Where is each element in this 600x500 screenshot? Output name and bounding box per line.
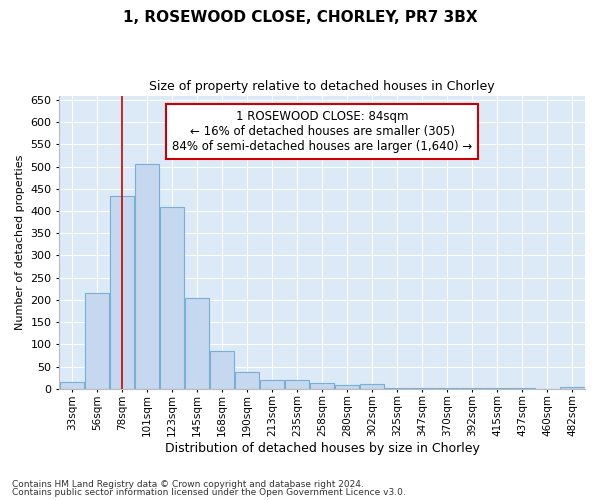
Bar [110, 196, 134, 389]
Bar [85, 293, 109, 389]
Text: Contains public sector information licensed under the Open Government Licence v3: Contains public sector information licen… [12, 488, 406, 497]
Bar [335, 385, 359, 389]
Bar [59, 382, 84, 389]
Bar [360, 384, 385, 389]
Y-axis label: Number of detached properties: Number of detached properties [15, 154, 25, 330]
Bar [185, 298, 209, 389]
Bar [260, 380, 284, 389]
Text: Contains HM Land Registry data © Crown copyright and database right 2024.: Contains HM Land Registry data © Crown c… [12, 480, 364, 489]
Bar [385, 388, 409, 389]
X-axis label: Distribution of detached houses by size in Chorley: Distribution of detached houses by size … [165, 442, 479, 455]
Bar [310, 384, 334, 389]
Text: 1 ROSEWOOD CLOSE: 84sqm
← 16% of detached houses are smaller (305)
84% of semi-d: 1 ROSEWOOD CLOSE: 84sqm ← 16% of detache… [172, 110, 472, 153]
Bar [160, 206, 184, 389]
Text: 1, ROSEWOOD CLOSE, CHORLEY, PR7 3BX: 1, ROSEWOOD CLOSE, CHORLEY, PR7 3BX [122, 10, 478, 25]
Bar [210, 351, 234, 389]
Bar [235, 372, 259, 389]
Bar [285, 380, 309, 389]
Bar [135, 164, 159, 389]
Title: Size of property relative to detached houses in Chorley: Size of property relative to detached ho… [149, 80, 495, 93]
Bar [560, 387, 584, 389]
